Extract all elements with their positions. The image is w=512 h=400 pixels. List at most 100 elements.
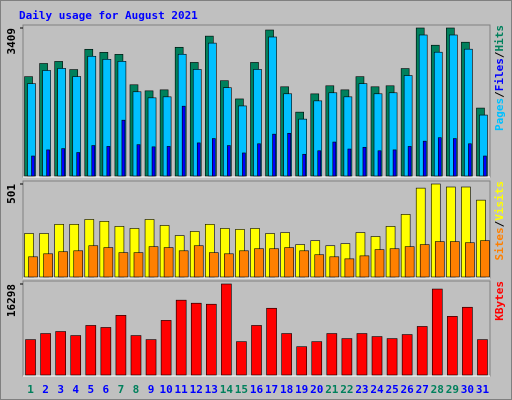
bar	[407, 146, 412, 177]
bar	[206, 303, 217, 376]
bar	[193, 245, 204, 278]
bar	[70, 335, 82, 376]
x-tick-label: 31	[476, 383, 490, 396]
bar	[462, 306, 473, 376]
bar	[453, 138, 457, 177]
bar	[311, 341, 323, 376]
bar	[272, 133, 276, 177]
bar	[163, 247, 174, 278]
x-tick-label: 4	[72, 383, 79, 396]
bar	[118, 252, 129, 278]
bar	[416, 326, 428, 376]
bar	[221, 283, 232, 376]
x-tick-label: 16	[250, 383, 264, 396]
bar	[130, 335, 142, 376]
legend-separator: /	[493, 220, 506, 227]
bar	[61, 148, 65, 177]
x-tick-label: 23	[355, 383, 368, 396]
bar	[287, 132, 291, 177]
bar	[31, 155, 35, 177]
bar	[422, 140, 427, 177]
bar	[347, 148, 352, 177]
x-tick-label: 1	[27, 383, 34, 396]
bar	[477, 339, 488, 376]
bar	[314, 254, 325, 278]
x-tick-label: 28	[431, 383, 444, 396]
bar	[359, 255, 370, 278]
bar	[151, 146, 156, 177]
bar	[106, 146, 111, 177]
bar	[480, 240, 490, 278]
bar	[121, 119, 126, 177]
bar	[166, 146, 171, 177]
bar	[43, 253, 53, 278]
bar	[85, 325, 97, 376]
bar	[386, 338, 398, 376]
bar	[483, 155, 487, 177]
chart-title: Daily usage for August 2021	[19, 9, 198, 22]
legend-entry: KBytes	[493, 281, 506, 321]
bar	[148, 246, 159, 278]
bar	[115, 315, 127, 376]
x-tick-label: 25	[385, 383, 398, 396]
legend: KBytes	[493, 281, 506, 321]
bar	[242, 152, 246, 177]
y-tick-label: 16298	[5, 284, 18, 317]
bar	[266, 307, 277, 376]
legend-entry: Hits	[493, 25, 506, 52]
bar	[196, 142, 201, 177]
x-tick-label: 14	[220, 383, 234, 396]
legend-entry: Files	[493, 58, 506, 91]
bar	[281, 333, 292, 376]
legend: Pages/Files/Hits	[493, 25, 506, 131]
legend-entry: Visits	[493, 181, 506, 221]
x-tick-label: 18	[280, 383, 293, 396]
bar	[296, 346, 307, 376]
y-tick-label: 501	[5, 184, 18, 204]
legend: Sites/Visits	[493, 181, 506, 261]
x-tick-label: 5	[87, 383, 94, 396]
bar	[88, 245, 99, 278]
x-tick-label: 29	[446, 383, 459, 396]
bar	[404, 246, 415, 278]
bar	[437, 137, 442, 177]
x-tick-label: 17	[265, 383, 278, 396]
bar	[371, 336, 383, 376]
bar	[389, 248, 400, 278]
legend-separator: /	[493, 91, 506, 98]
bar	[344, 258, 355, 278]
bar	[25, 339, 36, 376]
y-tick-label: 3409	[5, 28, 18, 55]
x-tick-label: 26	[401, 383, 415, 396]
bar	[251, 325, 262, 376]
legend-entry: Pages	[493, 98, 506, 131]
bar	[284, 247, 294, 278]
x-tick-label: 10	[159, 383, 172, 396]
x-tick-label: 30	[461, 383, 474, 396]
bar	[190, 302, 202, 376]
x-tick-label: 11	[175, 383, 189, 396]
bar	[178, 250, 189, 278]
bar	[175, 299, 187, 376]
x-tick-label: 2	[42, 383, 49, 396]
x-tick-label: 6	[103, 383, 110, 396]
bar	[160, 320, 172, 376]
bar	[392, 149, 397, 177]
bar	[103, 247, 114, 278]
bar	[431, 288, 443, 376]
x-tick-label: 27	[416, 383, 429, 396]
bar	[136, 144, 141, 177]
bar	[227, 145, 231, 177]
bar	[224, 253, 234, 278]
x-tick-label: 24	[370, 383, 384, 396]
bar	[181, 105, 186, 177]
bar	[329, 256, 340, 278]
x-tick-label: 20	[310, 383, 323, 396]
bar	[447, 316, 458, 376]
bar	[133, 252, 144, 278]
legend-entry: Sites	[493, 227, 506, 260]
bar	[254, 248, 264, 278]
bar	[269, 248, 279, 278]
bar	[419, 244, 430, 278]
bar	[236, 341, 247, 376]
